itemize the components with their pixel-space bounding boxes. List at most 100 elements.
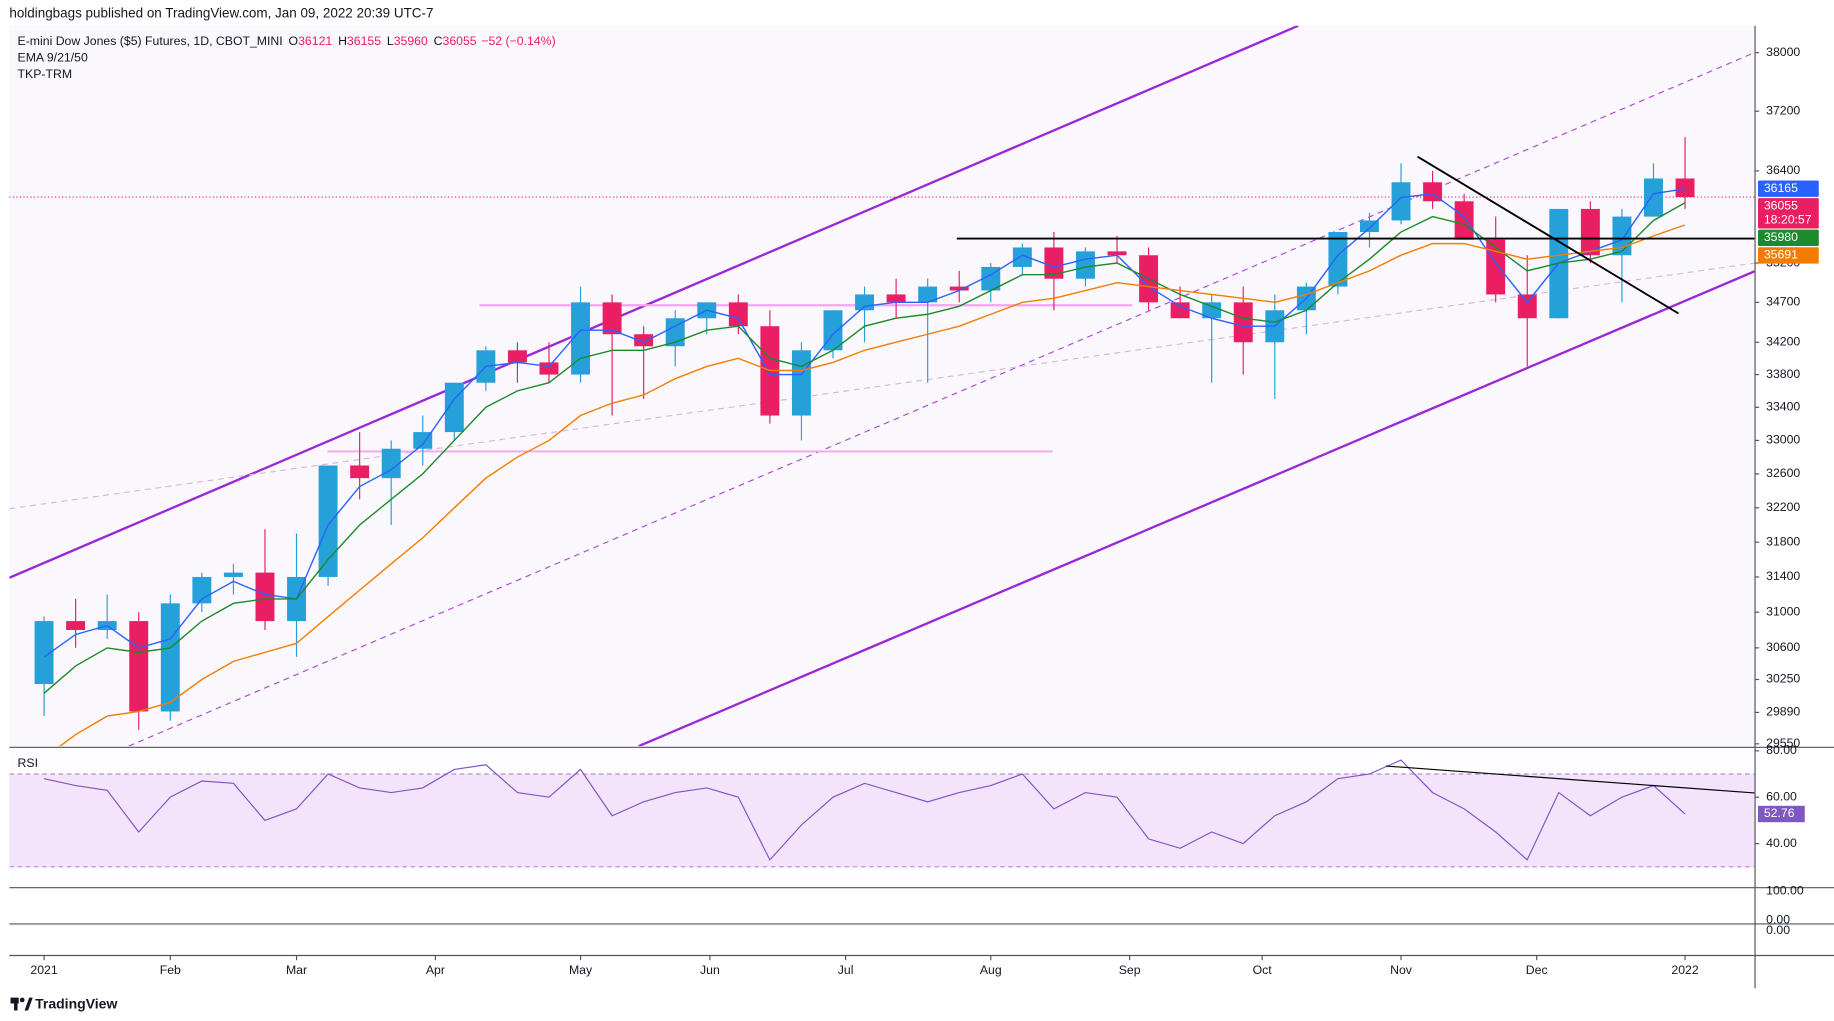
x-tick-label: Sep bbox=[1119, 963, 1141, 977]
candle-body bbox=[160, 603, 180, 712]
ohlc-key: L bbox=[387, 34, 394, 48]
rsi-title: RSI bbox=[18, 756, 38, 770]
y-tick-label: 34700 bbox=[1766, 295, 1800, 309]
ema-line bbox=[43, 188, 1686, 658]
price-label-box bbox=[1757, 198, 1819, 229]
rsi-trend-line bbox=[1385, 765, 1755, 794]
y-tick-label: 29890 bbox=[1766, 705, 1800, 719]
x-tick-label: Jun bbox=[700, 963, 720, 977]
y-tick-label: 34200 bbox=[1766, 334, 1800, 348]
price-label: 36165 bbox=[1764, 181, 1798, 195]
y-tick-label: 31000 bbox=[1766, 604, 1800, 618]
symbol: E-mini Dow Jones ($5) Futures, 1D, CBOT_… bbox=[18, 34, 283, 48]
rsi-band bbox=[9, 774, 1755, 867]
price-label-box bbox=[1757, 180, 1819, 197]
price-label-box bbox=[1757, 247, 1819, 264]
x-tick-label: Aug bbox=[980, 963, 1002, 977]
ema-line bbox=[43, 202, 1686, 694]
candle-body bbox=[823, 310, 843, 351]
rsi-tick-label: 80.00 bbox=[1766, 743, 1797, 757]
candle-body bbox=[886, 294, 906, 303]
candle-body bbox=[1612, 216, 1632, 256]
candle-body bbox=[350, 465, 370, 479]
price-label: 35691 bbox=[1764, 248, 1798, 262]
y-tick-label: 29550 bbox=[1766, 736, 1800, 750]
candle-body bbox=[66, 621, 86, 630]
x-tick-label: 2021 bbox=[30, 963, 57, 977]
candle-body bbox=[634, 334, 654, 347]
candle-body bbox=[981, 266, 1001, 291]
y-tick-label: 30250 bbox=[1766, 672, 1800, 686]
ema-line bbox=[58, 224, 1686, 747]
logo-mark bbox=[24, 997, 33, 1011]
candle-body bbox=[255, 572, 275, 622]
ohlc-key: H bbox=[338, 34, 347, 48]
candle-body bbox=[539, 362, 559, 375]
y-tick-label: 37200 bbox=[1766, 103, 1800, 117]
candle-body bbox=[665, 318, 685, 347]
indicator-legend: TKP-TRM bbox=[18, 67, 73, 81]
candle-body bbox=[1580, 208, 1600, 256]
candle-body bbox=[413, 432, 433, 449]
ohlc-key: C bbox=[434, 34, 443, 48]
y-tick-label: 31800 bbox=[1766, 534, 1800, 548]
price-series bbox=[9, 137, 1755, 747]
y-tick-label: 30600 bbox=[1766, 640, 1800, 654]
candle-body bbox=[1012, 247, 1032, 267]
candle-body bbox=[1517, 294, 1537, 319]
change: −52 (−0.14%) bbox=[481, 34, 555, 48]
logo-mark bbox=[10, 997, 19, 1004]
price-label: 36055 bbox=[1764, 199, 1798, 213]
rsi-series bbox=[9, 759, 1755, 868]
published-note: holdingbags published on TradingView.com… bbox=[9, 6, 433, 21]
y-tick-label: 31400 bbox=[1766, 569, 1800, 583]
candle-body bbox=[918, 286, 938, 303]
brand-name: TradingView bbox=[35, 995, 117, 1011]
drawings bbox=[956, 155, 1755, 315]
candle-body bbox=[1202, 302, 1222, 319]
candle-body bbox=[1075, 251, 1095, 279]
x-tick-label: May bbox=[569, 963, 593, 977]
x-tick-label: 2022 bbox=[1671, 963, 1698, 977]
candle-body bbox=[1644, 178, 1663, 217]
candle-body bbox=[602, 302, 622, 335]
candle-body bbox=[1486, 239, 1506, 295]
candle-body bbox=[1391, 182, 1411, 221]
ohlc-key: O bbox=[289, 34, 299, 48]
candle-body bbox=[1170, 302, 1190, 319]
rsi-label-box bbox=[1757, 805, 1805, 823]
x-tick-label: Jul bbox=[838, 963, 854, 977]
candle-body bbox=[1044, 247, 1064, 279]
ohlc-value: 36055 bbox=[443, 34, 477, 48]
price-pane bbox=[9, 25, 1755, 747]
x-tick-label: Nov bbox=[1390, 963, 1413, 977]
y-tick-label: 32200 bbox=[1766, 500, 1800, 514]
ohlc-value: 36121 bbox=[298, 34, 332, 48]
candle-body bbox=[791, 350, 811, 416]
brand: TradingView bbox=[10, 995, 117, 1011]
ohlc-value: 35960 bbox=[394, 34, 428, 48]
x-tick-label: Dec bbox=[1526, 963, 1548, 977]
candle-body bbox=[507, 350, 527, 363]
candle-body bbox=[1454, 201, 1474, 240]
ohlc-value: 36155 bbox=[347, 34, 381, 48]
pane-label: 0.00 bbox=[1766, 923, 1790, 937]
trend-line bbox=[1417, 155, 1679, 315]
candle-body bbox=[949, 286, 969, 291]
pane-borders bbox=[9, 25, 1834, 989]
countdown-label: 18:20:57 bbox=[1764, 213, 1812, 227]
candle-body bbox=[318, 465, 338, 577]
channel-faint bbox=[9, 262, 1755, 510]
y-tick-label: 33400 bbox=[1766, 400, 1800, 414]
candle-body bbox=[1233, 302, 1253, 343]
candle-body bbox=[223, 572, 243, 577]
candle-body bbox=[1360, 220, 1379, 232]
legend-line: E-mini Dow Jones ($5) Futures, 1D, CBOT_… bbox=[18, 34, 556, 48]
y-tick-label: 33800 bbox=[1766, 367, 1800, 381]
y-tick-label: 36400 bbox=[1766, 163, 1800, 177]
rsi-label: 52.76 bbox=[1764, 806, 1795, 820]
x-tick-label: Mar bbox=[286, 963, 307, 977]
channel-upper bbox=[9, 25, 1299, 579]
